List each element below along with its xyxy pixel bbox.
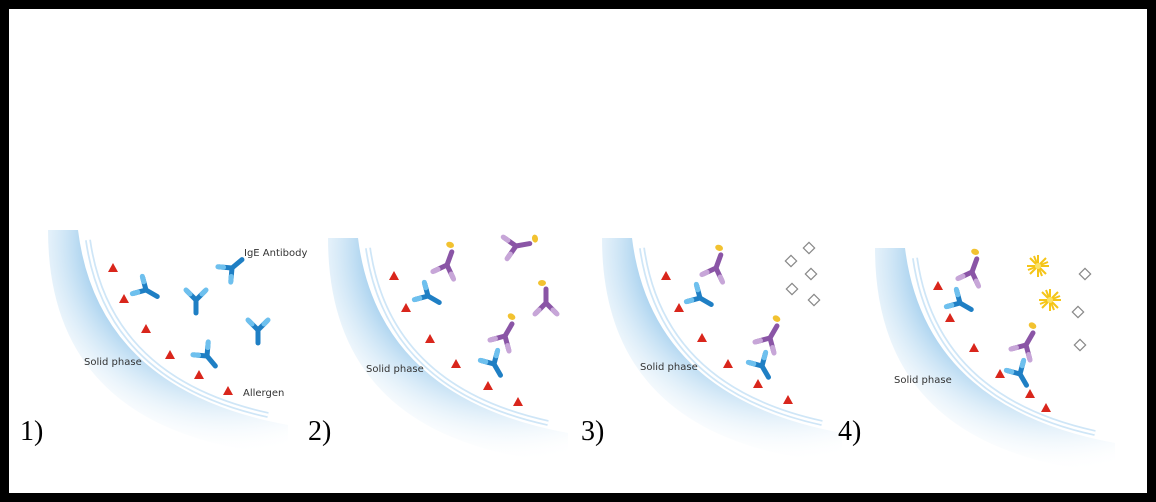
figure: IgE Antibody Solid phase Allergen 1) Sol… — [0, 0, 1156, 502]
panel-label: 1) — [20, 416, 43, 447]
page: {"panels": [ {"label": "1)", "solid_phas… — [0, 0, 1156, 502]
solid-phase-label: Solid phase — [84, 357, 142, 368]
panel-label: 3) — [581, 416, 604, 447]
antibody-label: IgE Antibody — [244, 248, 307, 259]
signal — [1039, 289, 1061, 311]
solid-phase-label: Solid phase — [894, 375, 952, 386]
solid-phase-label: Solid phase — [366, 364, 424, 375]
solid-phase-label: Solid phase — [640, 362, 698, 373]
panel-label: 2) — [308, 416, 331, 447]
signal — [1027, 255, 1049, 277]
panel-label: 4) — [838, 416, 861, 447]
allergen-label: Allergen — [243, 388, 284, 399]
